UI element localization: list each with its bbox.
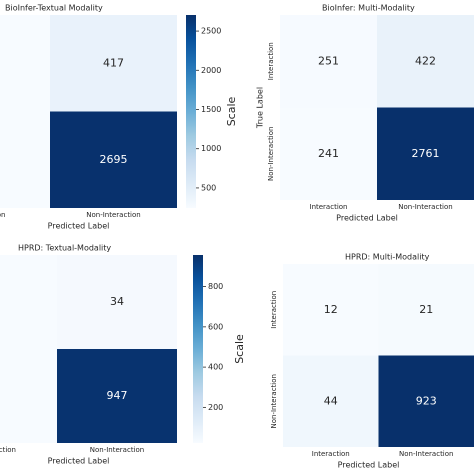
x-tick-label: Non-Interaction [86,211,140,219]
cell-label: 21 [419,303,433,316]
cell [57,349,177,443]
y-tick-label: Non-Interaction [267,127,275,181]
colorbar-label: Scale [233,334,246,364]
x-axis-label: Predicted Label [48,222,110,231]
cell [283,264,379,356]
colorbar-tick-label: 600 [208,322,223,331]
colorbar [193,255,203,443]
x-tick-label: Non-Interaction [398,203,452,211]
cell [0,349,57,443]
cell [0,255,57,349]
cell [378,355,474,447]
x-tick-label: Interaction [312,450,350,458]
y-tick-label: Non-Interaction [270,374,278,428]
cell [377,15,474,108]
colorbar-tick-label: 1500 [201,105,221,114]
colorbar-tick-label: 200 [208,403,223,412]
colorbar-tick-label: 400 [208,363,223,372]
x-tick-label: Interaction [310,203,348,211]
cell-label: 2761 [412,147,440,160]
cell [377,107,474,200]
cell-label: 12 [324,303,338,316]
cell-label: 923 [416,394,437,407]
colorbar-tick-label: 2000 [201,66,221,75]
colorbar-tick-label: 2500 [201,27,221,36]
colorbar [186,15,196,208]
x-tick-label: Interaction [0,211,5,219]
colorbar-tick-label: 500 [201,183,216,192]
y-axis-label: True Label [256,87,265,129]
cell-label: 947 [107,389,128,402]
y-tick-label: Interaction [270,291,278,329]
cell-label: 417 [103,56,124,69]
chart-title: HPRD: Textual-Modality [18,244,111,253]
chart-title: BioInfer-Textual Modality [5,4,103,13]
chart-title: HPRD: Multi-Modality [345,253,430,262]
cell-label: 422 [415,54,436,67]
cell [378,264,474,356]
y-tick-label: Interaction [267,42,275,80]
cell-label: 241 [318,147,339,160]
cell-label: 2695 [100,153,128,166]
cell [50,15,177,112]
x-axis-label: Predicted Label [48,457,110,466]
x-axis-label: Predicted Label [338,461,400,470]
cell [50,111,177,208]
cell-label: 34 [110,295,124,308]
cell [57,255,177,349]
x-tick-label: Non-Interaction [399,450,453,458]
cell [283,355,379,447]
colorbar-label: Scale [225,96,238,126]
colorbar-tick-label: 1000 [201,144,221,153]
x-tick-label: Non-Interaction [90,446,144,454]
cell [280,107,377,200]
cell [280,15,377,108]
colorbar-tick-label: 800 [208,282,223,291]
cell [0,111,50,208]
cell [0,15,50,112]
x-axis-label: Predicted Label [336,214,398,223]
x-tick-label: Interaction [0,446,16,454]
cell-label: 44 [324,394,338,407]
cell-label: 251 [318,54,339,67]
chart-title: BioInfer: Multi-Modality [322,4,415,13]
